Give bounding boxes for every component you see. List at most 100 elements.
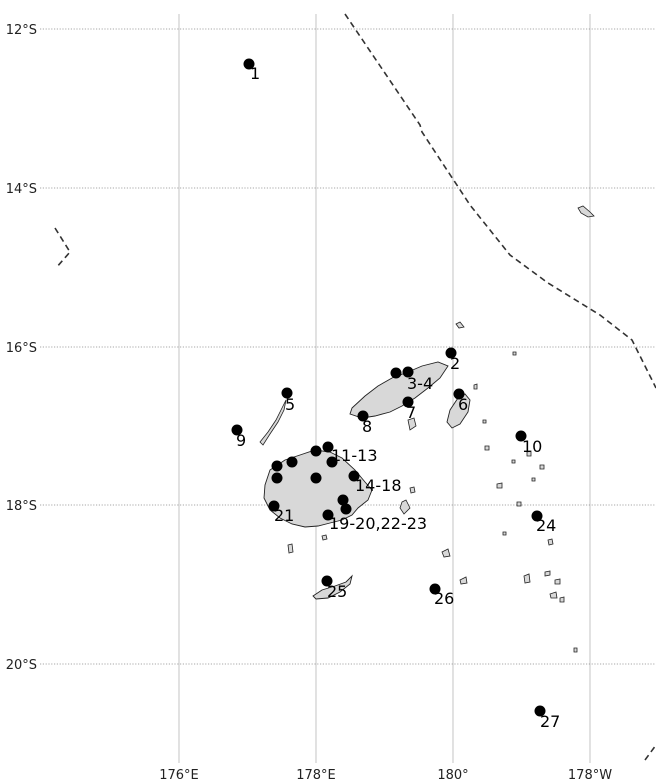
islet — [441, 548, 451, 558]
lat-label-18s: 18°S — [6, 499, 37, 514]
islands — [259, 205, 595, 653]
site-marker — [402, 366, 414, 378]
site-label: 2 — [450, 354, 460, 373]
site-label: 8 — [362, 417, 372, 436]
islet — [482, 419, 487, 424]
site-6: 6 — [453, 388, 468, 414]
site-marker — [515, 430, 527, 442]
site-marker — [310, 445, 322, 457]
islet — [523, 573, 531, 584]
lat-label-20s: 20°S — [6, 658, 37, 673]
lon-label-180: 180° — [437, 768, 468, 783]
islet — [549, 591, 558, 599]
islet — [321, 534, 328, 541]
islet — [502, 531, 507, 536]
site-marker — [271, 472, 283, 484]
site-marker — [534, 705, 546, 717]
islet — [573, 647, 578, 653]
site-label: 26 — [434, 589, 454, 608]
islet — [455, 321, 465, 329]
site-label: 6 — [458, 395, 468, 414]
site-marker — [271, 460, 283, 472]
site-7: 7 — [402, 396, 416, 422]
lon-label-176e: 176°E — [159, 768, 199, 783]
yasawa-chain — [259, 399, 287, 446]
islet — [496, 482, 503, 489]
islet — [473, 383, 478, 390]
site-marker — [286, 456, 298, 468]
site-label: 7 — [406, 403, 416, 422]
site-marker — [402, 396, 414, 408]
site-label: 19-20,22-23 — [329, 514, 427, 533]
site-14-18: 14-18 — [271, 456, 402, 495]
islet — [511, 459, 516, 464]
site-10: 10 — [515, 430, 542, 456]
latitude-labels: 12°S 14°S 16°S 18°S 20°S — [6, 23, 37, 673]
islet — [559, 596, 565, 603]
islet — [407, 417, 417, 431]
site-marker — [453, 388, 465, 400]
site-2: 2 — [445, 347, 460, 373]
islet — [539, 464, 545, 470]
site-label: 14-18 — [355, 476, 402, 495]
site-label: 24 — [536, 516, 556, 535]
site-8: 8 — [357, 410, 372, 436]
islet — [399, 499, 411, 515]
site-marker — [357, 410, 369, 422]
site-24: 24 — [531, 510, 556, 535]
lat-label-12s: 12°S — [6, 23, 37, 38]
islet — [531, 477, 536, 482]
vanua-levu-island — [349, 361, 449, 419]
graticule — [40, 14, 656, 763]
site-label: 25 — [327, 582, 347, 601]
islet — [547, 538, 554, 546]
site-marker — [390, 367, 402, 379]
site-25: 25 — [321, 575, 347, 601]
site-marker — [231, 424, 243, 436]
islet — [554, 578, 561, 585]
islet — [544, 570, 551, 577]
islet — [516, 501, 522, 507]
site-1: 1 — [243, 58, 260, 83]
site-label: 21 — [274, 506, 294, 525]
site-marker — [321, 575, 333, 587]
boundary-southeast — [644, 744, 656, 761]
site-marker — [326, 456, 338, 468]
maritime-boundaries — [54, 13, 656, 761]
site-27: 27 — [534, 705, 560, 731]
kadavu-island — [312, 574, 353, 600]
site-11-13: 11-13 — [310, 441, 378, 468]
sample-sites: 1 2 3-4 5 6 7 8 9 — [231, 58, 560, 731]
islet — [484, 445, 490, 451]
islet — [512, 351, 517, 356]
site-marker — [429, 583, 441, 595]
site-label: 3-4 — [407, 374, 433, 393]
longitude-labels: 176°E 178°E 180° 178°W — [159, 768, 612, 783]
site-9: 9 — [231, 424, 246, 450]
site-marker — [348, 470, 360, 482]
islet — [287, 543, 294, 554]
lat-label-14s: 14°S — [6, 182, 37, 197]
site-26: 26 — [429, 583, 454, 608]
site-5: 5 — [281, 387, 295, 414]
site-marker — [322, 441, 334, 453]
site-marker — [310, 472, 322, 484]
site-marker — [322, 509, 334, 521]
site-marker — [281, 387, 293, 399]
site-label: 11-13 — [331, 446, 378, 465]
lon-label-178e: 178°E — [296, 768, 336, 783]
site-marker — [268, 500, 280, 512]
site-label: 10 — [522, 437, 542, 456]
site-marker — [337, 494, 349, 506]
site-label: 1 — [250, 64, 260, 83]
site-label: 5 — [285, 395, 295, 414]
islet — [459, 576, 468, 585]
site-marker — [243, 58, 255, 70]
site-marker — [531, 510, 543, 522]
site-label: 9 — [236, 431, 246, 450]
lat-label-16s: 16°S — [6, 341, 37, 356]
site-label: 27 — [540, 712, 560, 731]
site-marker — [340, 503, 352, 515]
islet — [577, 205, 595, 218]
site-19-20-22-23: 19-20,22-23 — [322, 494, 427, 533]
